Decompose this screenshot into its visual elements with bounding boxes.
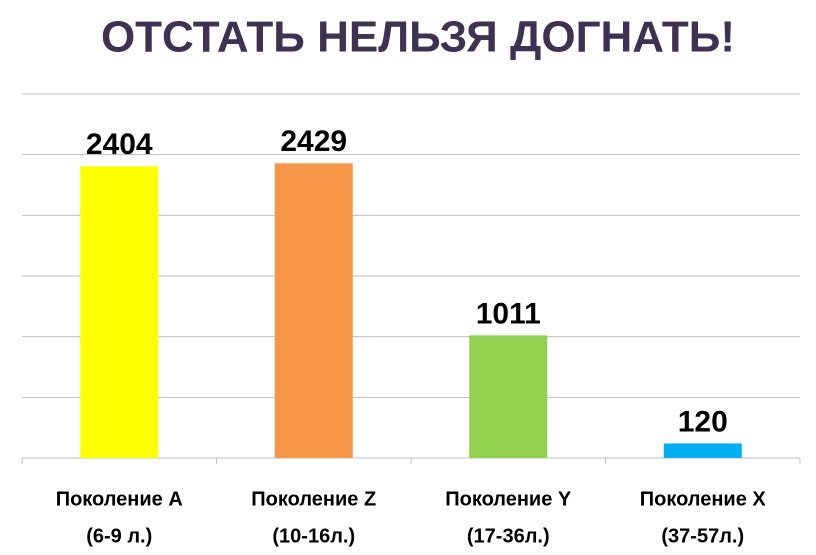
chart-title: ОТСТАТЬ НЕЛЬЗЯ ДОГНАТЬ!	[101, 13, 735, 62]
x-tick-label: Поколение А	[56, 488, 183, 510]
bar	[80, 166, 159, 458]
x-tick-sublabel: (17-36л.)	[467, 525, 550, 547]
x-tick-sublabel: (37-57л.)	[661, 525, 744, 547]
value-label: 2404	[86, 128, 153, 161]
value-label: 2429	[280, 125, 347, 158]
x-tick-label: Поколение Z	[251, 488, 376, 510]
x-tick-label: Поколение X	[640, 488, 767, 510]
x-tick-label: Поколение Y	[445, 488, 572, 510]
x-tick-sublabel: (10-16л.)	[272, 525, 355, 547]
bar	[663, 443, 742, 458]
bar	[274, 163, 353, 459]
bar	[469, 335, 548, 458]
x-tick-sublabel: (6-9 л.)	[86, 525, 152, 547]
value-label: 120	[678, 405, 728, 438]
value-label: 1011	[476, 297, 541, 330]
